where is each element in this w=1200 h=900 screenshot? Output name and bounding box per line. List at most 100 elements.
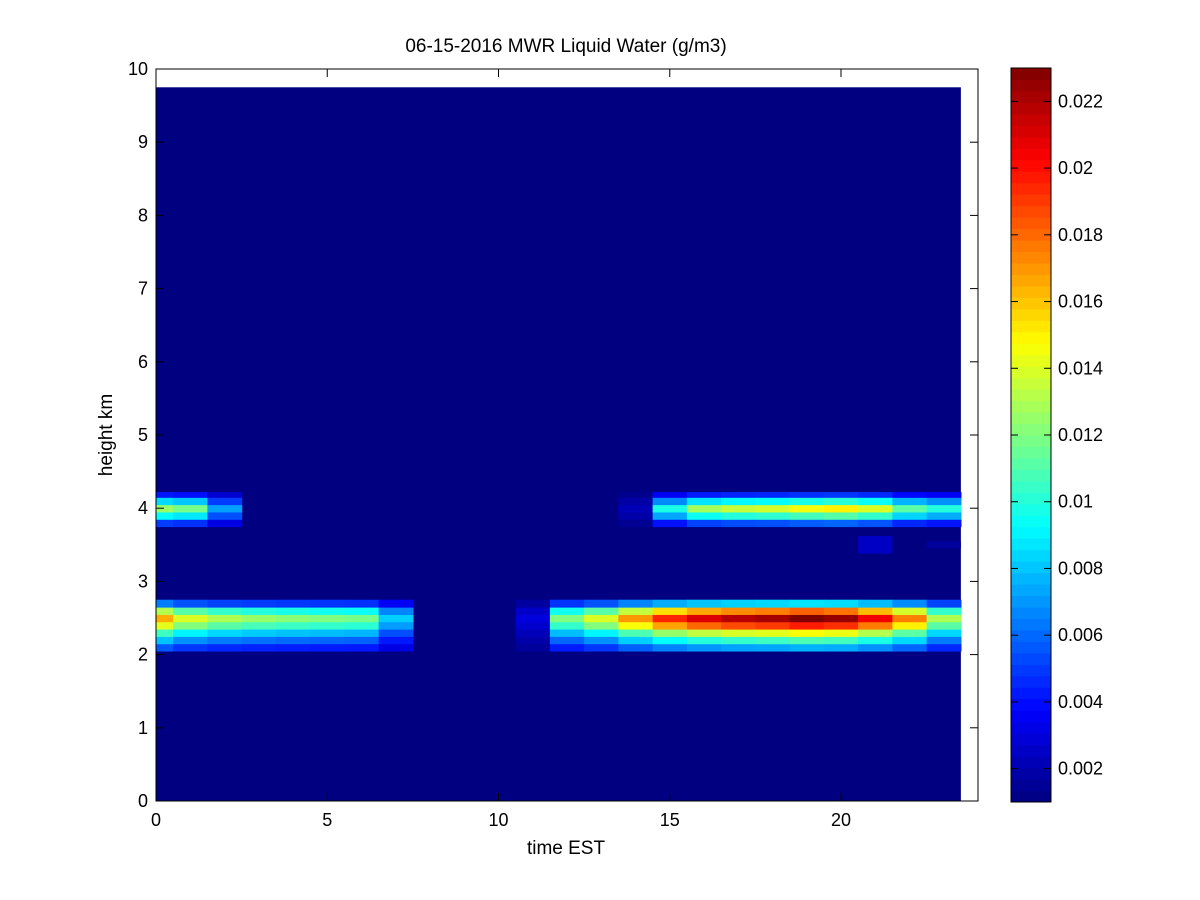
heatmap-cell-lower-layer xyxy=(755,643,791,652)
heatmap-cell-lower-layer xyxy=(618,599,654,608)
colorbar-swatch xyxy=(1011,194,1051,207)
heatmap-cell-lower-layer xyxy=(789,607,825,615)
heatmap-cell-lower-layer xyxy=(207,621,243,630)
colorbar-swatch xyxy=(1011,687,1051,700)
heatmap-cell-upper-layer xyxy=(823,497,859,506)
heatmap-cell-lower-layer xyxy=(823,628,859,637)
heatmap-cell-lower-layer xyxy=(652,621,688,630)
colorbar-swatch xyxy=(1011,629,1051,642)
heatmap-cell-lower-layer xyxy=(275,643,311,652)
heatmap-cell-lower-layer xyxy=(823,614,859,623)
colorbar-swatch xyxy=(1011,205,1051,218)
heatmap-cell-upper-layer xyxy=(926,511,962,520)
colorbar-swatch xyxy=(1011,400,1051,413)
colorbar-swatch xyxy=(1011,79,1051,92)
heatmap-cell-lower-layer xyxy=(892,614,928,623)
heatmap-cell-lower-layer xyxy=(926,628,962,637)
heatmap-cell-lower-layer xyxy=(823,621,859,630)
heatmap-cell-lower-layer xyxy=(721,599,756,608)
colorbar-swatch xyxy=(1011,790,1051,803)
colorbar-swatch xyxy=(1011,698,1051,711)
colorbar-swatch xyxy=(1011,262,1051,275)
heatmap-cell-lower-layer xyxy=(310,607,345,615)
heatmap-cell-upper-layer xyxy=(173,519,208,528)
heatmap-cell-lower-layer xyxy=(823,636,859,645)
heatmap-cell-lower-layer xyxy=(378,636,414,645)
heatmap-cell-upper-layer xyxy=(156,519,174,528)
heatmap-cell-lower-layer xyxy=(892,599,928,608)
heatmap-cell-upper-layer xyxy=(926,492,962,498)
x-tick-label: 15 xyxy=(660,810,680,830)
heatmap-cell-patch xyxy=(926,541,961,549)
colorbar-ticks: 0.002 0.004 0.006 0.008 0.01 0.012 0.014 0.016 0… xyxy=(1011,91,1103,779)
colorbar-swatch xyxy=(1011,584,1051,597)
colorbar-swatch xyxy=(1011,549,1051,562)
heatmap-cell-lower-layer xyxy=(892,607,928,615)
colorbar-swatch xyxy=(1011,171,1051,184)
heatmap-cell-lower-layer xyxy=(721,628,756,637)
heatmap-cell-lower-layer xyxy=(241,621,277,630)
heatmap-cell-lower-layer xyxy=(515,614,551,623)
colorbar-swatch xyxy=(1011,182,1051,195)
heatmap-cell-upper-layer xyxy=(892,492,928,498)
heatmap-cell-lower-layer xyxy=(173,643,208,652)
colorbar-swatch xyxy=(1011,538,1051,551)
colorbar-swatch xyxy=(1011,389,1051,402)
heatmap-cell-lower-layer xyxy=(275,628,311,637)
heatmap-cell-lower-layer xyxy=(652,607,688,615)
heatmap-cell-upper-layer xyxy=(207,492,243,498)
heatmap-cell-upper-layer xyxy=(207,511,243,520)
heatmap-cell-upper-layer xyxy=(173,492,208,498)
colorbar-swatch xyxy=(1011,136,1051,149)
heatmap-cell-lower-layer xyxy=(686,643,722,652)
colorbar-tick-label: 0.01 xyxy=(1058,492,1093,512)
heatmap-cell-lower-layer xyxy=(173,599,208,608)
y-tick-label: 0 xyxy=(138,791,148,811)
heatmap-cell-lower-layer xyxy=(892,636,928,645)
heatmap-cell-lower-layer xyxy=(344,621,380,630)
heatmap-cell-lower-layer xyxy=(515,643,551,652)
heatmap-cell-upper-layer xyxy=(652,504,688,513)
heatmap-cell-lower-layer xyxy=(823,599,859,608)
heatmap-cell-upper-layer xyxy=(721,497,756,506)
colorbar-tick-label: 0.022 xyxy=(1058,91,1103,111)
heatmap-cell-lower-layer xyxy=(789,614,825,623)
heatmap-cell-lower-layer xyxy=(310,599,345,608)
colorbar-swatch xyxy=(1011,572,1051,585)
heatmap-cell-lower-layer xyxy=(549,621,585,630)
heatmap-cell-upper-layer xyxy=(618,519,654,528)
heatmap-cell-lower-layer xyxy=(789,599,825,608)
colorbar-swatch xyxy=(1011,125,1051,138)
colorbar-swatch xyxy=(1011,343,1051,356)
heatmap-cell-upper-layer xyxy=(892,511,928,520)
heatmap-cell-lower-layer xyxy=(173,607,208,615)
heatmap-cell-lower-layer xyxy=(755,614,791,623)
y-tick-label: 6 xyxy=(138,352,148,372)
heatmap-cell-lower-layer xyxy=(378,614,414,623)
heatmap-cell-upper-layer xyxy=(721,511,756,520)
heatmap-cell-upper-layer xyxy=(755,497,791,506)
heatmap-cell-lower-layer xyxy=(721,621,756,630)
heatmap-cell-upper-layer xyxy=(173,504,208,513)
heatmap-cell-lower-layer xyxy=(275,607,311,615)
heatmap-cell-upper-layer xyxy=(926,519,962,528)
colorbar-frame xyxy=(1010,67,1052,803)
heatmap-cell-upper-layer xyxy=(721,492,756,498)
heatmap-cell-lower-layer xyxy=(892,621,928,630)
chart-title: 06-15-2016 MWR Liquid Water (g/m3) xyxy=(405,36,726,57)
heatmap-cell-lower-layer xyxy=(686,621,722,630)
heatmap-cell-lower-layer xyxy=(549,628,585,637)
heatmap-background-cell xyxy=(156,87,961,802)
heatmap-cell-lower-layer xyxy=(173,621,208,630)
heatmap-cell-lower-layer xyxy=(378,621,414,630)
heatmap-cell-lower-layer xyxy=(858,607,893,615)
heatmap-cell-lower-layer xyxy=(721,643,756,652)
heatmap-cell-lower-layer xyxy=(207,636,243,645)
heatmap-cell-lower-layer xyxy=(310,621,345,630)
heatmap-cell-lower-layer xyxy=(858,628,893,637)
colorbar-swatch xyxy=(1011,251,1051,264)
heatmap-cell-upper-layer xyxy=(686,519,722,528)
y-tick-label: 7 xyxy=(138,279,148,299)
heatmap-cell-lower-layer xyxy=(275,636,311,645)
